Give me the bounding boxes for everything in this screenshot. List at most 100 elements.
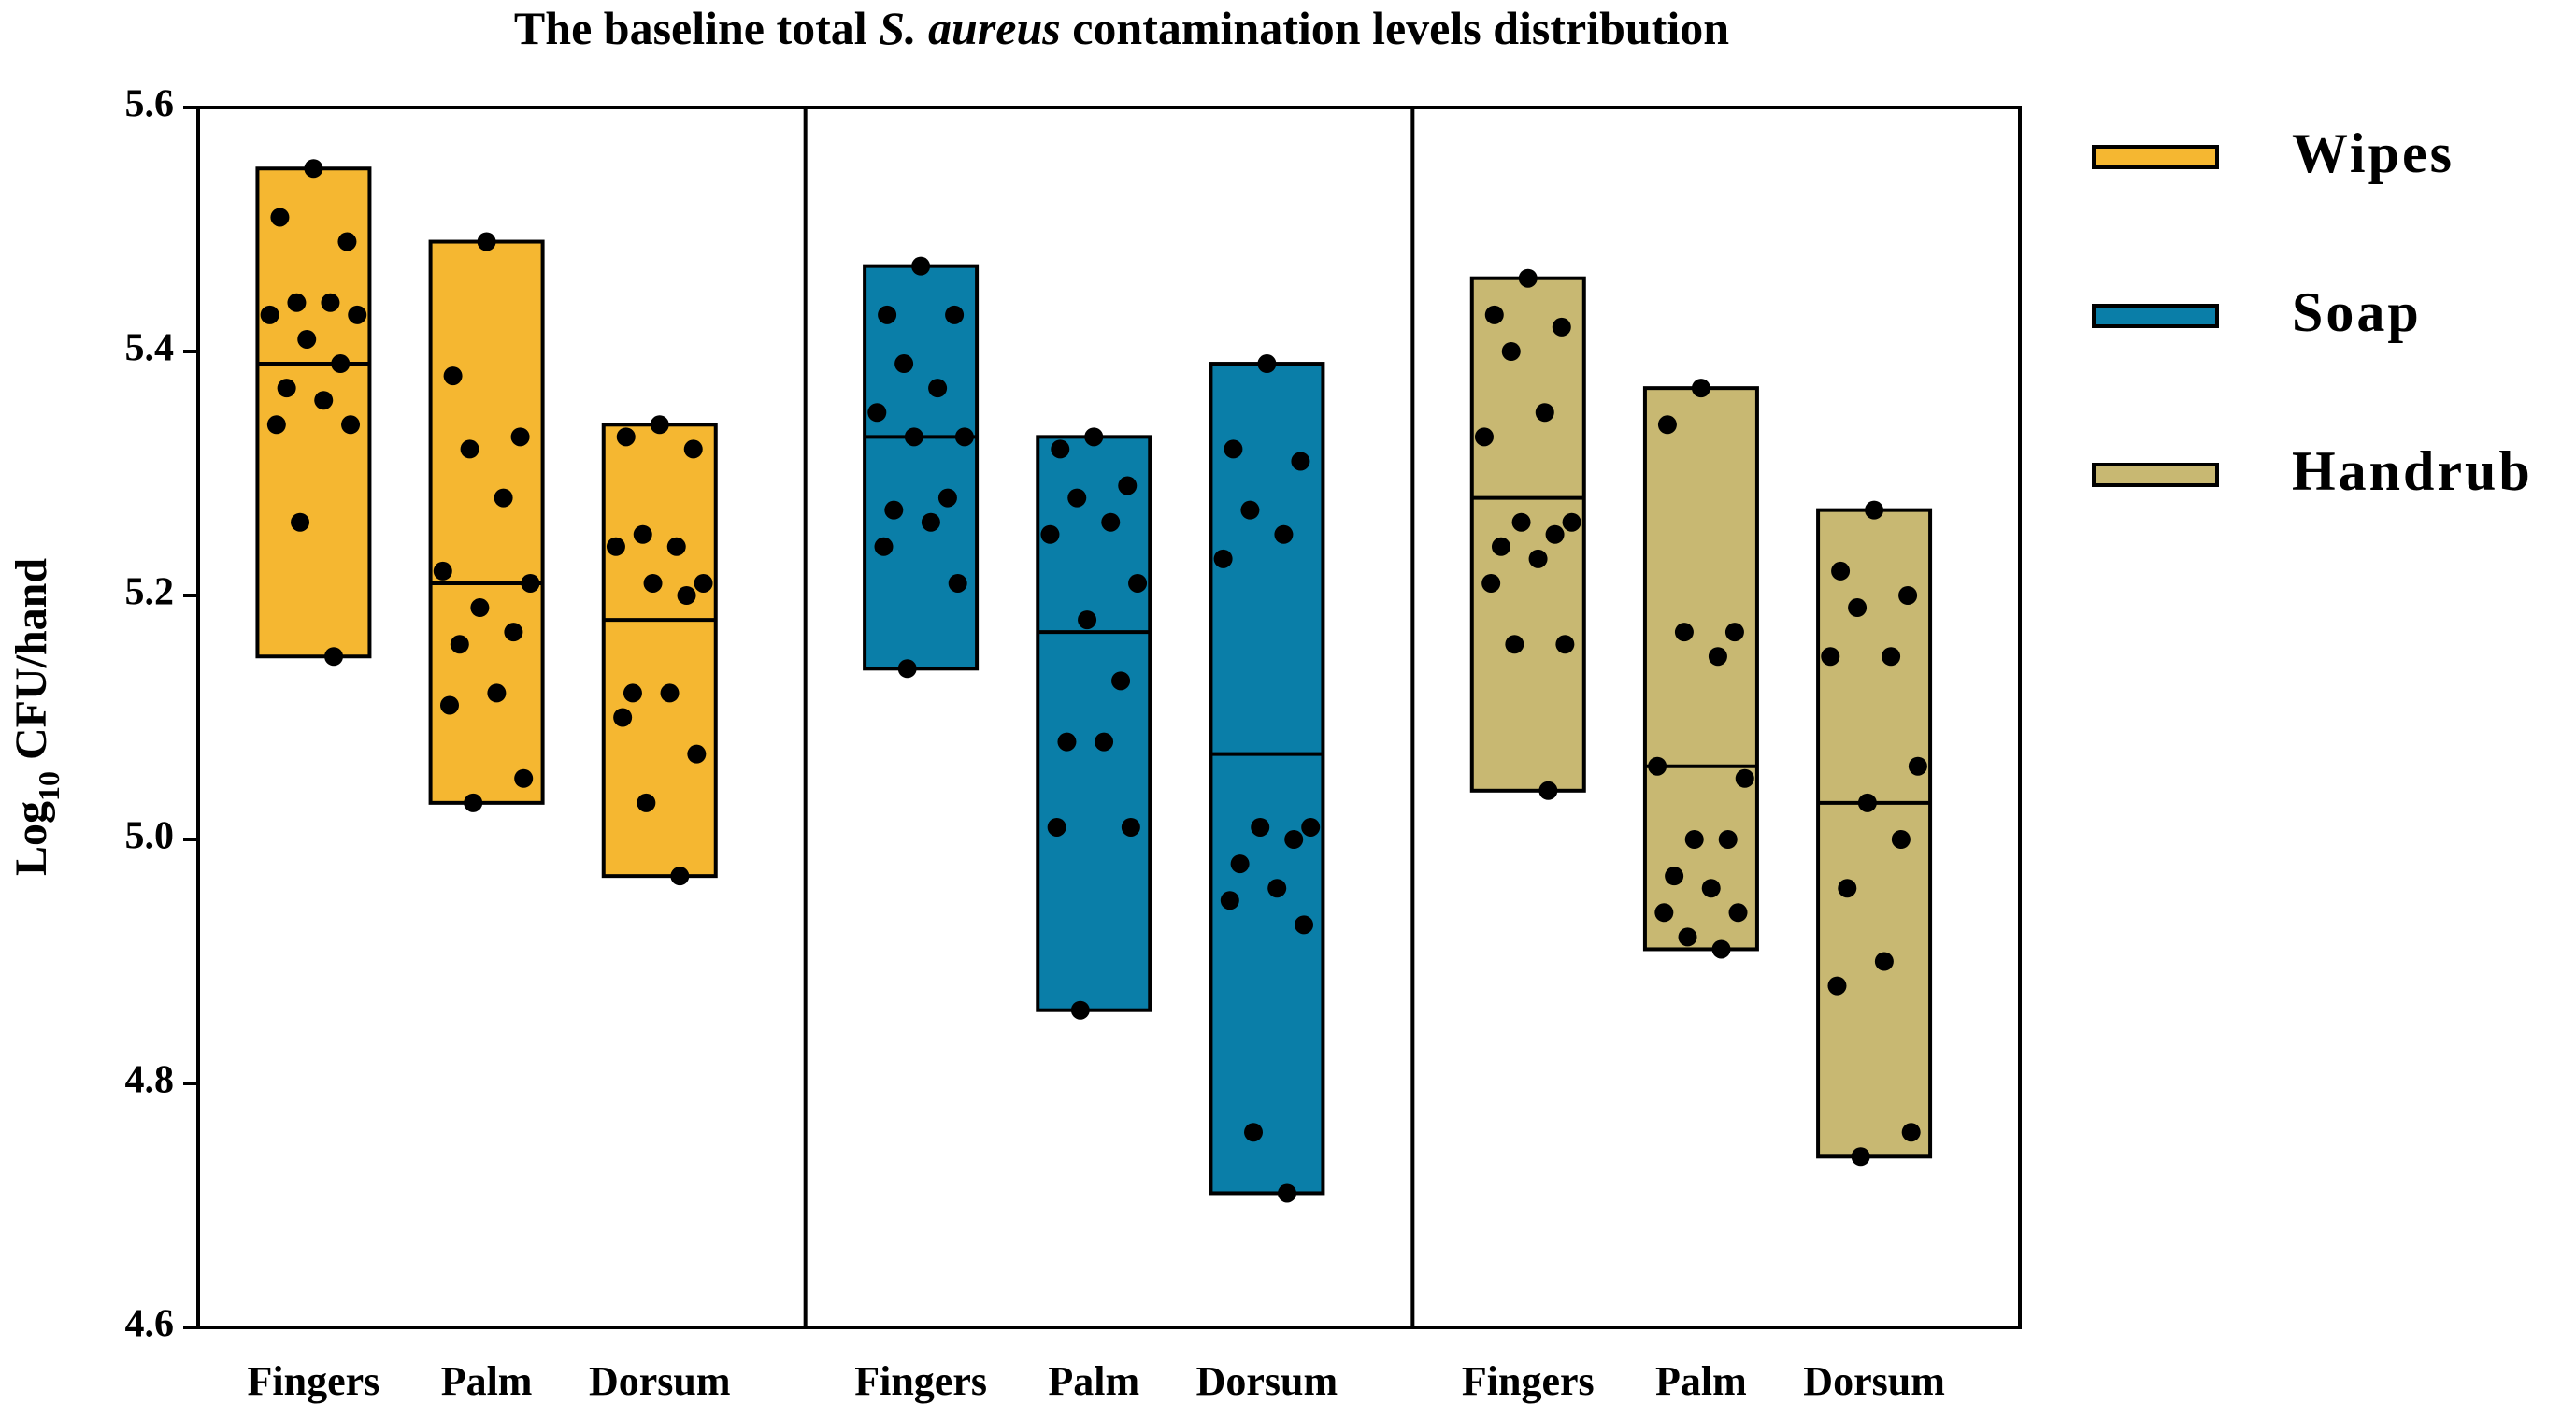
data-point — [1555, 635, 1575, 654]
data-point — [321, 293, 340, 312]
data-point — [297, 329, 317, 349]
data-point — [1562, 512, 1581, 532]
data-point — [1865, 500, 1884, 520]
data-point — [504, 623, 523, 642]
data-point — [694, 573, 713, 593]
range-bar — [428, 239, 545, 805]
data-point — [433, 561, 452, 580]
data-point — [637, 793, 656, 812]
data-point — [1827, 976, 1847, 996]
data-point — [606, 537, 625, 556]
data-point — [287, 293, 307, 312]
x-tick-label: Palm — [1655, 1358, 1747, 1404]
data-point — [1711, 939, 1731, 959]
data-point — [1684, 830, 1704, 849]
data-point — [1724, 623, 1744, 642]
x-tick-label: Fingers — [1462, 1358, 1595, 1404]
data-point — [1901, 1123, 1921, 1142]
y-tick-label: 4.6 — [125, 1303, 175, 1346]
data-point — [1484, 305, 1504, 324]
data-point — [1718, 830, 1738, 849]
data-point — [1274, 524, 1294, 544]
chart-title: The baseline total S. aureus contaminati… — [514, 2, 1729, 54]
data-point — [666, 537, 686, 556]
data-point — [937, 488, 957, 508]
data-point — [683, 439, 703, 459]
data-point — [1821, 647, 1840, 666]
x-tick-label: Fingers — [854, 1358, 987, 1404]
data-point — [1511, 512, 1531, 532]
y-tick-label: 4.8 — [125, 1059, 175, 1102]
range-bar — [1642, 386, 1759, 952]
range-bar — [601, 423, 718, 879]
data-point — [948, 573, 967, 593]
data-point — [1857, 793, 1877, 812]
text-part: 10 — [32, 771, 65, 801]
data-point — [1648, 756, 1667, 776]
x-tick-label: Dorsum — [1196, 1358, 1338, 1404]
data-point — [1528, 549, 1548, 568]
data-point — [677, 586, 696, 605]
data-point — [911, 256, 931, 276]
data-point — [928, 379, 948, 398]
data-point — [348, 305, 367, 324]
data-point — [1882, 647, 1901, 666]
data-point — [623, 683, 642, 703]
y-tick-label: 5.2 — [125, 571, 175, 614]
data-point — [878, 305, 897, 324]
data-point — [1078, 610, 1097, 630]
data-point — [1121, 817, 1140, 837]
data-point — [1251, 817, 1270, 837]
data-point — [1735, 768, 1754, 788]
data-point — [1301, 817, 1321, 837]
data-point — [650, 415, 669, 435]
data-point — [904, 427, 923, 447]
data-point — [1535, 403, 1554, 423]
data-point — [1891, 830, 1911, 849]
data-point — [443, 366, 463, 386]
data-point — [643, 573, 663, 593]
data-point — [1278, 1183, 1297, 1203]
data-point — [1728, 903, 1748, 923]
data-point — [1505, 635, 1524, 654]
data-point — [1051, 439, 1070, 459]
range-bar — [1036, 435, 1152, 1012]
data-point — [291, 512, 310, 532]
y-tick-label: 5.6 — [125, 83, 175, 126]
data-point — [1491, 537, 1510, 556]
data-point — [1118, 476, 1138, 495]
data-point — [1678, 927, 1697, 947]
data-point — [1481, 573, 1501, 593]
data-point — [1501, 342, 1521, 361]
data-point — [1518, 268, 1538, 288]
data-point — [1057, 732, 1077, 752]
data-point — [1213, 549, 1233, 568]
data-point — [1654, 903, 1674, 923]
data-point — [1908, 756, 1927, 776]
x-tick-label: Dorsum — [589, 1358, 731, 1404]
data-point — [1244, 1123, 1264, 1142]
data-point — [670, 867, 690, 886]
data-point — [1220, 891, 1239, 910]
data-point — [337, 232, 357, 251]
y-tick-label: 5.4 — [125, 327, 175, 370]
x-tick-label: Palm — [1048, 1358, 1139, 1404]
data-point — [341, 415, 361, 435]
data-point — [464, 793, 483, 812]
data-point — [331, 354, 351, 374]
y-axis-label: Log10 CFU/hand — [7, 558, 65, 876]
data-point — [1898, 586, 1918, 605]
data-point — [450, 635, 469, 654]
data-point — [1538, 781, 1558, 800]
range-bar — [1816, 508, 1933, 1159]
data-point — [1665, 867, 1684, 886]
data-point — [277, 379, 296, 398]
data-point — [1552, 317, 1571, 337]
data-point — [884, 500, 904, 520]
data-point — [460, 439, 479, 459]
range-bar — [1209, 362, 1325, 1196]
data-point — [1230, 854, 1250, 874]
data-point — [314, 391, 334, 410]
